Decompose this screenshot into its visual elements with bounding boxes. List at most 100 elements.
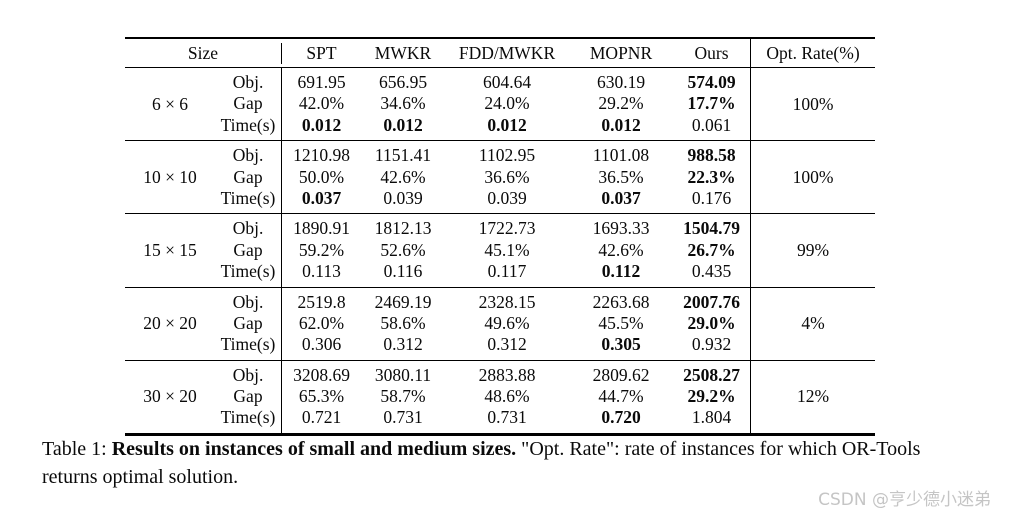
value-column: 2328.15 49.6% 0.312 xyxy=(445,288,569,360)
table-cell: 2883.88 xyxy=(478,364,536,385)
table-cell: 1101.08 xyxy=(592,145,650,166)
table-cell: 1812.13 xyxy=(374,218,432,239)
table-cell: 45.5% xyxy=(598,312,644,333)
value-column: 1890.91 59.2% 0.113 xyxy=(281,214,361,287)
table-cell: 62.0% xyxy=(298,312,345,333)
row-label: Time(s) xyxy=(220,187,276,208)
row-label: Time(s) xyxy=(220,114,276,135)
table-cell: 691.95 xyxy=(297,72,346,92)
table-cell: 0.116 xyxy=(383,261,423,282)
table-cell: 0.435 xyxy=(691,261,732,282)
value-column: 691.95 42.0% 0.012 xyxy=(281,68,361,141)
table-cell: 0.012 xyxy=(487,114,527,135)
value-column: 2883.88 48.6% 0.731 xyxy=(445,361,569,433)
table-cell: 2007.76 xyxy=(683,291,740,312)
results-table: Size SPT MWKR FDD/MWKR MOPNR Ours Opt. R… xyxy=(125,37,875,436)
caption-text: "Opt. Rate": rate of instances for which… xyxy=(42,438,921,488)
value-column: 1151.41 42.6% 0.039 xyxy=(361,141,445,213)
table-cell: 0.305 xyxy=(601,334,641,355)
metric-column: Obj. Gap Time(s) xyxy=(215,288,281,360)
metric-column: Obj. Gap Time(s) xyxy=(215,141,281,213)
table-cell: 1890.91 xyxy=(293,218,350,239)
table-cell: 630.19 xyxy=(596,72,646,92)
table-cell: 22.3% xyxy=(687,166,736,187)
table-cell: 1151.41 xyxy=(374,145,432,166)
metric-column: Obj. Gap Time(s) xyxy=(215,214,281,286)
value-column: 1693.33 42.6% 0.112 xyxy=(569,214,673,286)
value-column: 2263.68 45.5% 0.305 xyxy=(569,288,673,360)
table-cell: 2519.8 xyxy=(297,291,346,312)
column-header-opt-rate: Opt. Rate(%) xyxy=(750,39,875,67)
table-cell: 0.312 xyxy=(383,334,423,355)
column-header-ours: Ours xyxy=(694,42,729,63)
table-cell: 2508.27 xyxy=(683,364,740,385)
table-cell: 49.6% xyxy=(484,312,530,333)
table-cell: 36.5% xyxy=(598,166,644,187)
row-label: Obj. xyxy=(232,72,264,92)
row-label: Gap xyxy=(233,166,263,187)
value-column: 1722.73 45.1% 0.117 xyxy=(445,214,569,286)
row-label: Obj. xyxy=(232,218,264,239)
table-block: 6 × 6 Obj. Gap Time(s) 691.95 42.0% 0.012 656.9… xyxy=(125,68,875,141)
value-column: 2007.76 29.0% 0.932 xyxy=(673,288,750,360)
table-cell: 0.117 xyxy=(487,261,527,282)
table-cell: 0.039 xyxy=(383,187,423,208)
table-cell: 42.0% xyxy=(298,93,345,114)
table-block: 15 × 15 Obj. Gap Time(s) 1890.91 59.2% 0.113 18… xyxy=(125,213,875,287)
table-cell: 656.95 xyxy=(378,72,428,92)
table-caption: Table 1: Results on instances of small a… xyxy=(42,436,972,491)
table-cell: 44.7% xyxy=(598,386,644,407)
table-cell: 0.039 xyxy=(487,187,527,208)
value-column: 3208.69 65.3% 0.721 xyxy=(281,360,361,433)
opt-rate-value: 100% xyxy=(750,141,875,214)
column-header-spt: SPT xyxy=(281,42,361,64)
table-cell: 2328.15 xyxy=(478,291,536,312)
table-cell: 1210.98 xyxy=(293,145,350,166)
table-cell: 2809.62 xyxy=(592,364,650,385)
table-cell: 2263.68 xyxy=(592,291,650,312)
table-cell: 0.176 xyxy=(691,187,732,208)
row-label: Gap xyxy=(233,239,263,260)
column-header-fdd-mwkr: FDD/MWKR xyxy=(458,42,556,63)
watermark: CSDN @亨少德小迷弟 xyxy=(818,490,991,510)
value-column: 630.19 29.2% 0.012 xyxy=(569,68,673,140)
row-label: Gap xyxy=(233,312,263,333)
table-cell: 45.1% xyxy=(484,239,530,260)
table-cell: 36.6% xyxy=(484,166,530,187)
value-column: 2508.27 29.2% 1.804 xyxy=(673,361,750,433)
table-cell: 1102.95 xyxy=(478,145,536,166)
value-column: 2469.19 58.6% 0.312 xyxy=(361,288,445,360)
value-column: 1504.79 26.7% 0.435 xyxy=(673,214,750,286)
metric-column: Obj. Gap Time(s) xyxy=(215,68,281,140)
size-label: 10 × 10 xyxy=(143,166,197,187)
table-cell: 3080.11 xyxy=(374,364,432,385)
row-label: Obj. xyxy=(232,145,264,166)
table-cell: 0.012 xyxy=(383,114,423,135)
value-column: 988.58 22.3% 0.176 xyxy=(673,141,750,213)
metric-column: Obj. Gap Time(s) xyxy=(215,361,281,433)
value-column: 656.95 34.6% 0.012 xyxy=(361,68,445,140)
opt-rate-value: 100% xyxy=(750,68,875,141)
table-cell: 42.6% xyxy=(380,166,426,187)
row-label: Time(s) xyxy=(220,261,276,282)
table-block: 10 × 10 Obj. Gap Time(s) 1210.98 50.0% 0.037 11… xyxy=(125,140,875,214)
table-cell: 0.731 xyxy=(383,407,423,428)
table-cell: 24.0% xyxy=(484,93,530,114)
table-cell: 0.037 xyxy=(601,187,641,208)
table-cell: 42.6% xyxy=(598,239,644,260)
table-cell: 58.7% xyxy=(380,386,426,407)
size-label: 15 × 15 xyxy=(143,239,197,260)
table-cell: 0.932 xyxy=(691,334,732,355)
value-column: 1812.13 52.6% 0.116 xyxy=(361,214,445,286)
size-label: 30 × 20 xyxy=(143,386,197,407)
table-cell: 0.113 xyxy=(302,261,341,282)
table-cell: 0.731 xyxy=(487,407,527,428)
table-cell: 574.09 xyxy=(687,72,736,92)
table-cell: 1693.33 xyxy=(592,218,650,239)
opt-rate-value: 12% xyxy=(750,360,875,433)
table-cell: 1504.79 xyxy=(683,218,740,239)
table-cell: 1.804 xyxy=(691,407,732,428)
value-column: 2809.62 44.7% 0.720 xyxy=(569,361,673,433)
size-label: 6 × 6 xyxy=(151,93,189,114)
